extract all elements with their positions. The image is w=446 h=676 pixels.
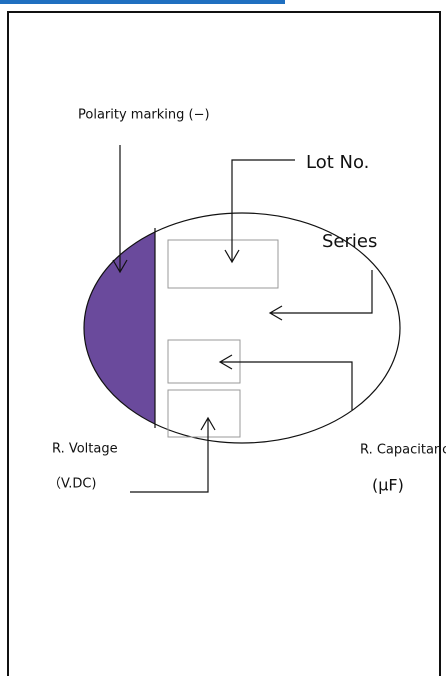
capacitor-top	[83, 212, 401, 444]
arrows	[112, 145, 373, 493]
frame	[7, 11, 441, 676]
top-bar	[0, 0, 285, 4]
voltage-label: R. Voltage	[52, 442, 118, 457]
lot-box	[167, 239, 279, 289]
voltage-box	[167, 389, 241, 438]
series-label: Series	[322, 231, 377, 252]
capacitance-label: R. Capacitance	[360, 443, 446, 458]
lot-label: Lot No.	[306, 152, 369, 173]
capacitance-unit: (μF)	[372, 476, 404, 495]
polarity-label: Polarity marking (−)	[78, 108, 210, 123]
voltage-unit: （V.DC)	[48, 477, 97, 492]
